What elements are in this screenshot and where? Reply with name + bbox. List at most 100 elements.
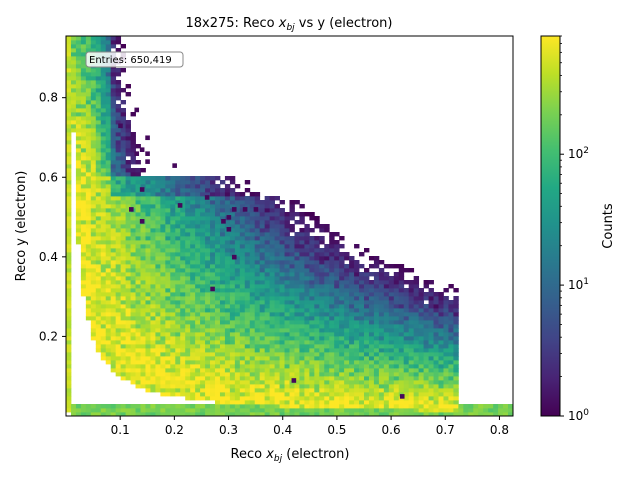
heatmap-cell [364, 304, 370, 309]
heatmap-cell [125, 248, 131, 253]
heatmap-cell [205, 384, 211, 389]
heatmap-cell [215, 276, 221, 281]
heatmap-cell [100, 124, 107, 129]
heatmap-cell [388, 324, 395, 329]
heatmap-cell [408, 384, 415, 389]
heatmap-cell [175, 272, 181, 277]
heatmap-cell [378, 352, 385, 357]
heatmap-cell [403, 304, 410, 309]
heatmap-cell [448, 320, 454, 325]
heatmap-cell [66, 120, 72, 125]
heatmap-cell [125, 208, 131, 213]
heatmap-cell [219, 372, 226, 377]
heatmap-cell [229, 192, 236, 197]
heatmap-cell [175, 276, 181, 281]
heatmap-cell [215, 308, 221, 313]
heatmap-cell [175, 408, 181, 413]
heatmap-cell [195, 396, 201, 401]
heatmap-cell [210, 180, 216, 185]
heatmap-cell [393, 356, 400, 361]
heatmap-cell [95, 208, 102, 213]
heatmap-cell [219, 400, 226, 405]
heatmap-cell [130, 364, 136, 369]
heatmap-cell [170, 252, 176, 257]
heatmap-cell [200, 280, 206, 285]
heatmap-cell [135, 216, 141, 221]
heatmap-cell [259, 280, 266, 285]
heatmap-cell [165, 380, 171, 385]
heatmap-cell [378, 288, 385, 293]
heatmap-cell [279, 224, 285, 229]
heatmap-cell [100, 228, 107, 233]
heatmap-cell [413, 372, 420, 377]
heatmap-cell [66, 164, 72, 169]
heatmap-cell [249, 404, 256, 409]
heatmap-cell [105, 212, 112, 217]
heatmap-cell [244, 328, 251, 333]
heatmap-cell [234, 184, 241, 189]
heatmap-cell [339, 352, 345, 357]
heatmap-cell [140, 356, 146, 361]
heatmap-cell [408, 364, 415, 369]
heatmap-cell [130, 152, 136, 157]
heatmap-cell [205, 324, 211, 329]
heatmap-cell [304, 288, 310, 293]
heatmap-cell [80, 60, 87, 65]
heatmap-cell [110, 72, 117, 77]
heatmap-cell [354, 328, 360, 333]
heatmap-cell [120, 116, 126, 121]
heatmap-cell [115, 152, 122, 157]
heatmap-cell [349, 336, 355, 341]
heatmap-cell [145, 356, 151, 361]
heatmap-cell [165, 276, 171, 281]
heatmap-cell [135, 368, 141, 373]
heatmap-cell [105, 316, 112, 321]
heatmap-cell [324, 404, 330, 409]
heatmap-cell [80, 124, 87, 129]
heatmap-cell [160, 240, 166, 245]
heatmap-cell [66, 148, 72, 153]
heatmap-cell [170, 324, 176, 329]
heatmap-cell [269, 220, 275, 225]
heatmap-cell [443, 388, 449, 393]
heatmap-cell [249, 396, 256, 401]
heatmap-cell [448, 376, 454, 381]
heatmap-cell [329, 404, 335, 409]
heatmap-cell [378, 324, 385, 329]
heatmap-cell [344, 328, 350, 333]
heatmap-cell [215, 224, 221, 229]
heatmap-cell [259, 396, 266, 401]
heatmap-cell [185, 276, 191, 281]
heatmap-cell [66, 188, 72, 193]
heatmap-cell [359, 396, 365, 401]
heatmap-cell [155, 284, 161, 289]
heatmap-cell [259, 208, 266, 213]
heatmap-cell [229, 388, 236, 393]
heatmap-cell [155, 364, 161, 369]
heatmap-cell [448, 400, 454, 405]
heatmap-cell [205, 180, 211, 185]
heatmap-cell [195, 328, 201, 333]
heatmap-cell [239, 208, 246, 213]
heatmap-cell [210, 220, 216, 225]
heatmap-cell [145, 288, 151, 293]
heatmap-cell [453, 340, 459, 345]
heatmap-cell [95, 236, 102, 241]
heatmap-cell [309, 328, 315, 333]
heatmap-cell [383, 340, 390, 345]
heatmap-cell [234, 376, 241, 381]
heatmap-cell [239, 328, 246, 333]
heatmap-cell [264, 364, 271, 369]
heatmap-cell [244, 216, 251, 221]
heatmap-cell [85, 304, 92, 309]
heatmap-cell [200, 324, 206, 329]
heatmap-cell [210, 372, 216, 377]
heatmap-cell [408, 312, 415, 317]
heatmap-cell [274, 292, 280, 297]
heatmap-cell [478, 404, 484, 409]
heatmap-cell [319, 372, 325, 377]
heatmap-cell [334, 412, 340, 417]
heatmap-cell [334, 400, 340, 405]
heatmap-cell [294, 360, 300, 365]
heatmap-cell [334, 372, 340, 377]
